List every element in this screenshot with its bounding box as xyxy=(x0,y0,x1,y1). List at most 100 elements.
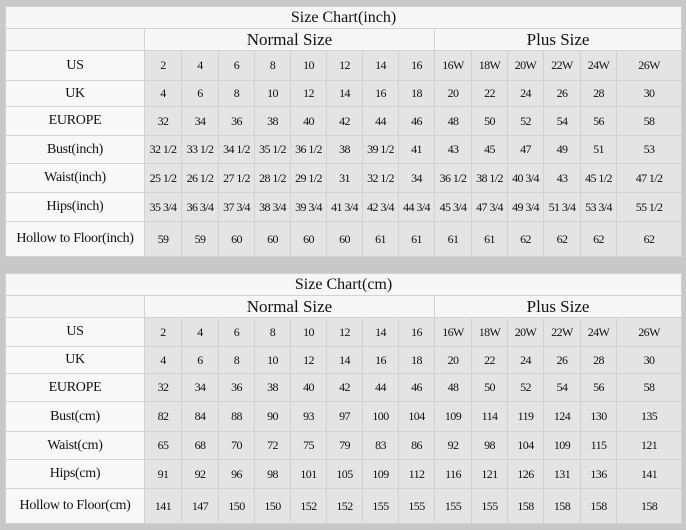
table-cell: 52 xyxy=(507,373,544,402)
table-cell: 18W xyxy=(471,317,508,347)
table-cell: 97 xyxy=(326,401,363,432)
table-cell: 53 3/4 xyxy=(580,192,617,222)
table-cell: 116 xyxy=(434,459,472,489)
table-cell: 14 xyxy=(362,317,399,347)
table-cell: 20W xyxy=(507,50,544,81)
table-cell: 121 xyxy=(615,431,683,460)
row-label: Hollow to Floor(cm) xyxy=(5,488,145,524)
table-cell: 49 xyxy=(543,135,581,164)
table-cell: 45 1/2 xyxy=(580,163,617,193)
table-cell: 61 xyxy=(362,221,399,257)
table-cell: 158 xyxy=(543,488,581,524)
table-cell: 10 xyxy=(254,80,291,107)
row-label: EUROPE xyxy=(5,373,145,402)
table-cell: 70 xyxy=(218,431,255,460)
plus-size-header: Plus Size xyxy=(433,295,683,318)
table-cell: 112 xyxy=(398,459,435,489)
table-cell: 114 xyxy=(471,401,508,432)
table-cell: 98 xyxy=(254,459,291,489)
table-cell: 50 xyxy=(471,106,508,136)
table-cell: 36 1/2 xyxy=(434,163,472,193)
table-cell: 150 xyxy=(218,488,255,524)
table-cell: 6 xyxy=(181,346,219,374)
table-cell: 38 xyxy=(254,106,291,136)
table-cell: 109 xyxy=(362,459,399,489)
row-label: Hips(inch) xyxy=(5,192,145,222)
size-chart-inch-table: Size Chart(inch) Normal Size Plus Size US 2 4… xyxy=(4,6,683,257)
table-cell: 30 xyxy=(615,346,683,374)
table-cell: 34 xyxy=(181,106,219,136)
table-cell: 12 xyxy=(290,80,327,107)
table-cell: 34 xyxy=(398,163,435,193)
table-cell: 4 xyxy=(181,50,219,81)
table-cell: 18 xyxy=(398,80,435,107)
table-cell: 131 xyxy=(543,459,581,489)
table-cell: 62 xyxy=(543,221,581,257)
table-cell: 14 xyxy=(362,50,399,81)
table-cell: 100 xyxy=(362,401,399,432)
table-cell: 59 xyxy=(144,221,182,257)
table-cell: 61 xyxy=(434,221,472,257)
table-cell: 121 xyxy=(471,459,508,489)
table-cell: 20 xyxy=(434,346,472,374)
row-label: Hollow to Floor(inch) xyxy=(5,221,145,257)
table-cell: 62 xyxy=(580,221,617,257)
table-cell: 88 xyxy=(218,401,255,432)
table-cell: 32 1/2 xyxy=(362,163,399,193)
table-cell: 8 xyxy=(254,317,291,347)
table-cell: 10 xyxy=(290,50,327,81)
table-cell: 155 xyxy=(398,488,435,524)
row-label: Bust(cm) xyxy=(5,401,145,432)
table-cell: 22 xyxy=(471,80,508,107)
table-cell: 8 xyxy=(254,50,291,81)
table-row: Waist(cm) 65 68 70 72 75 79 83 86 92 98 104 109 115 12… xyxy=(5,431,683,460)
table-cell: 35 1/2 xyxy=(254,135,291,164)
table-title: Size Chart(inch) xyxy=(4,6,683,29)
table-cell: 36 3/4 xyxy=(181,192,219,222)
table-cell: 52 xyxy=(507,106,544,136)
table-cell: 16 xyxy=(362,346,399,374)
table-cell: 4 xyxy=(144,346,182,374)
table-cell: 126 xyxy=(507,459,544,489)
table-cell: 55 1/2 xyxy=(615,192,683,222)
table-cell: 119 xyxy=(507,401,544,432)
table-cell: 44 3/4 xyxy=(398,192,435,222)
table-cell: 22W xyxy=(543,317,581,347)
table-row: US 2 4 6 8 10 12 14 16 16W 18W 20W 22W 24W 26W xyxy=(5,50,683,81)
table-cell: 54 xyxy=(543,373,581,402)
table-cell: 48 xyxy=(434,106,472,136)
table-cell: 24W xyxy=(580,50,617,81)
table-cell: 51 xyxy=(580,135,617,164)
table-row: EUROPE 32 34 36 38 40 42 44 46 48 50 52 54 56 58 xyxy=(5,106,683,136)
table-cell: 2 xyxy=(144,50,182,81)
table-cell: 38 xyxy=(254,373,291,402)
table-cell: 32 1/2 xyxy=(144,135,182,164)
table-cell: 62 xyxy=(615,221,683,257)
table-row: US 2 4 6 8 10 12 14 16 16W 18W 20W 22W 24W 26W xyxy=(5,317,683,347)
table-cell: 47 1/2 xyxy=(615,163,683,193)
table-row: Hips(inch) 35 3/4 36 3/4 37 3/4 38 3/4 39 3/4… xyxy=(5,192,683,222)
table-cell: 61 xyxy=(398,221,435,257)
table-cell: 158 xyxy=(507,488,544,524)
row-label: UK xyxy=(5,346,145,374)
table-cell: 40 xyxy=(290,373,327,402)
table-cell: 86 xyxy=(398,431,435,460)
table-cell: 18 xyxy=(398,346,435,374)
table-row: Hips(cm) 91 92 96 98 101 105 109 112 116 121 126 131… xyxy=(5,459,683,489)
table-cell: 39 3/4 xyxy=(290,192,327,222)
table-cell: 12 xyxy=(290,346,327,374)
table-cell: 109 xyxy=(543,431,581,460)
table-cell: 35 3/4 xyxy=(144,192,182,222)
table-row: Bust(cm) 82 84 88 90 93 97 100 104 109 114 119 124 13… xyxy=(5,401,683,432)
row-label: Bust(inch) xyxy=(5,135,145,164)
table-cell: 14 xyxy=(326,346,363,374)
table-cell: 60 xyxy=(218,221,255,257)
table-cell: 48 xyxy=(434,373,472,402)
table-cell: 65 xyxy=(144,431,182,460)
table-cell: 92 xyxy=(434,431,472,460)
table-cell: 96 xyxy=(218,459,255,489)
table-cell: 44 xyxy=(362,106,399,136)
table-cell: 32 xyxy=(144,373,182,402)
table-cell: 56 xyxy=(580,106,617,136)
table-cell: 43 xyxy=(434,135,472,164)
